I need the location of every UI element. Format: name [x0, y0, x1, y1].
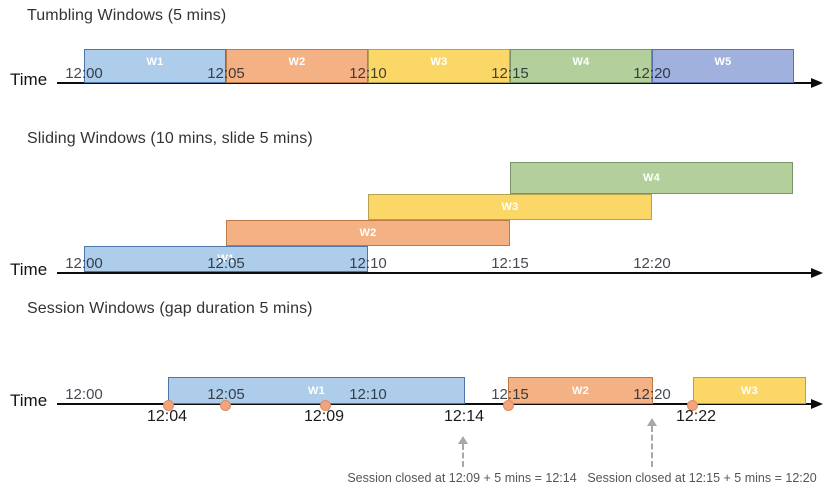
window-box-w1: W1	[168, 377, 465, 404]
time-tick: 12:00	[65, 65, 103, 82]
window-box-w2: W2	[226, 49, 368, 83]
event-time-label: 12:22	[675, 408, 717, 425]
window-label-w2: W2	[359, 227, 377, 239]
time-tick: 12:00	[65, 255, 103, 272]
callout-dashed-line	[651, 426, 653, 467]
window-box-w4: W4	[510, 162, 793, 194]
window-label-w3: W3	[430, 56, 448, 68]
time-axis-line	[57, 82, 811, 84]
time-tick: 12:10	[349, 255, 387, 272]
window-label-w2: W2	[571, 384, 590, 397]
time-tick: 12:20	[633, 65, 671, 82]
window-label-w1: W1	[146, 56, 164, 68]
time-tick: 12:05	[207, 386, 245, 403]
time-axis-line	[57, 403, 811, 405]
window-box-w5: W5	[652, 49, 794, 83]
event-time-label: 12:09	[303, 408, 345, 425]
time-axis-arrow-icon	[811, 78, 823, 88]
time-tick: 12:05	[207, 65, 245, 82]
callout-arrow-icon	[458, 436, 468, 444]
time-tick: 12:15	[491, 255, 529, 272]
tumbling-title: Tumbling Windows (5 mins)	[27, 7, 227, 24]
session-closed-annotation: Session closed at 12:15 + 5 mins = 12:20	[587, 471, 817, 485]
window-label-w5: W5	[714, 56, 732, 68]
time-tick: 12:00	[65, 386, 103, 403]
window-label-w4: W4	[572, 56, 590, 68]
window-box-w2: W2	[508, 377, 653, 404]
event-dot	[319, 400, 331, 411]
window-box-w3: W3	[368, 49, 510, 83]
time-axis-line	[57, 272, 811, 274]
event-dot	[686, 400, 698, 411]
time-tick: 12:15	[491, 65, 529, 82]
time-tick: 12:20	[633, 386, 671, 403]
time-tick: 12:20	[633, 255, 671, 272]
time-tick: 12:10	[349, 65, 387, 82]
time-tick: 12:15	[491, 386, 529, 403]
window-label-w4: W4	[642, 172, 661, 184]
time-axis-label: Time	[10, 391, 48, 410]
time-axis-label: Time	[10, 260, 48, 279]
callout-arrow-icon	[647, 418, 657, 426]
window-label-w2: W2	[288, 56, 306, 68]
time-axis-arrow-icon	[811, 399, 823, 409]
window-label-w3: W3	[501, 201, 519, 213]
window-label-w3: W3	[740, 384, 759, 397]
window-box-w3: W3	[693, 377, 806, 404]
event-dot	[219, 400, 231, 411]
event-time-label: 12:04	[146, 408, 188, 425]
time-axis-arrow-icon	[811, 268, 823, 278]
window-label-w1: W1	[217, 253, 235, 265]
window-label-w1: W1	[307, 384, 326, 397]
window-box-w4: W4	[510, 49, 652, 83]
session-title: Session Windows (gap duration 5 mins)	[27, 300, 313, 317]
session-closed-annotation: Session closed at 12:09 + 5 mins = 12:14	[347, 471, 577, 485]
time-tick: 12:10	[349, 386, 387, 403]
callout-dashed-line	[462, 444, 464, 467]
window-box-w3: W3	[368, 194, 652, 220]
time-axis-label: Time	[10, 70, 48, 89]
event-dot	[162, 400, 174, 411]
event-dot	[502, 400, 514, 411]
window-box-w1: W1	[84, 49, 226, 83]
time-tick: 12:05	[207, 255, 245, 272]
sliding-title: Sliding Windows (10 mins, slide 5 mins)	[27, 130, 313, 147]
window-box-w2: W2	[226, 220, 510, 246]
window-box-w1: W1	[84, 246, 368, 272]
event-time-label: 12:14	[443, 408, 485, 425]
